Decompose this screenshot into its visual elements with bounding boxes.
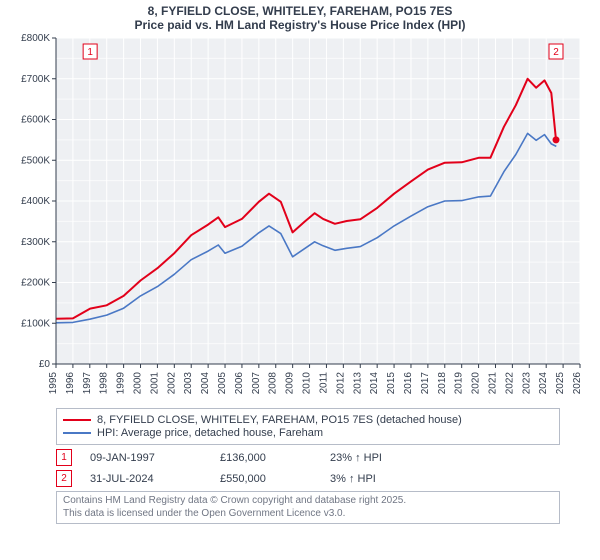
svg-text:2005: 2005	[217, 372, 228, 395]
svg-text:£800K: £800K	[21, 34, 50, 44]
svg-text:2: 2	[553, 47, 559, 58]
svg-text:2012: 2012	[335, 372, 346, 395]
svg-text:2009: 2009	[285, 372, 296, 395]
svg-text:2015: 2015	[386, 372, 397, 395]
chart-plot: £0 £100K £200K £300K £400K £500K £600K £700K £80…	[0, 34, 600, 404]
marker-table: 1 09-JAN-1997 £136,000 23% ↑ HPI 2 31-JU…	[56, 449, 560, 487]
svg-text:1998: 1998	[99, 372, 110, 395]
svg-text:2021: 2021	[487, 372, 498, 395]
title-line-2: Price paid vs. HM Land Registry's House …	[0, 18, 600, 32]
svg-text:2026: 2026	[572, 372, 583, 395]
attribution-footer: Contains HM Land Registry data © Crown c…	[56, 491, 560, 524]
svg-text:£100K: £100K	[21, 318, 50, 329]
title-line-1: 8, FYFIELD CLOSE, WHITELEY, FAREHAM, PO1…	[0, 4, 600, 18]
svg-text:2022: 2022	[504, 372, 515, 395]
legend-swatch-1	[63, 419, 91, 421]
svg-text:2001: 2001	[149, 372, 160, 395]
svg-text:2013: 2013	[352, 372, 363, 395]
svg-text:2025: 2025	[555, 372, 566, 395]
svg-text:1: 1	[87, 47, 93, 58]
svg-text:2018: 2018	[437, 372, 448, 395]
marker-badge-2: 2	[56, 470, 72, 487]
legend-row-2: HPI: Average price, detached house, Fare…	[63, 427, 553, 439]
legend-swatch-2	[63, 432, 91, 434]
marker-date-2: 31-JUL-2024	[90, 473, 220, 485]
svg-text:2017: 2017	[420, 372, 431, 395]
legend-label-1: 8, FYFIELD CLOSE, WHITELEY, FAREHAM, PO1…	[97, 414, 462, 426]
svg-text:£500K: £500K	[21, 155, 50, 166]
svg-text:£600K: £600K	[21, 115, 50, 126]
legend-label-2: HPI: Average price, detached house, Fare…	[97, 427, 323, 439]
marker-price-2: £550,000	[220, 473, 330, 485]
marker-badge-1: 1	[56, 449, 72, 466]
svg-text:2019: 2019	[454, 372, 465, 395]
svg-text:2008: 2008	[268, 372, 279, 395]
marker-date-1: 09-JAN-1997	[90, 452, 220, 464]
svg-text:2014: 2014	[369, 372, 380, 395]
svg-text:£300K: £300K	[21, 237, 50, 248]
svg-text:2007: 2007	[251, 372, 262, 395]
chart-title-block: 8, FYFIELD CLOSE, WHITELEY, FAREHAM, PO1…	[0, 0, 600, 34]
svg-text:£400K: £400K	[21, 196, 50, 207]
footer-line-2: This data is licensed under the Open Gov…	[63, 508, 553, 521]
svg-text:1999: 1999	[116, 372, 127, 395]
svg-text:2006: 2006	[234, 372, 245, 395]
svg-text:2002: 2002	[166, 372, 177, 395]
svg-text:2011: 2011	[318, 372, 329, 394]
svg-text:2004: 2004	[200, 372, 211, 395]
svg-text:2000: 2000	[133, 372, 144, 395]
marker-delta-1: 23% ↑ HPI	[330, 452, 430, 464]
footer-line-1: Contains HM Land Registry data © Crown c…	[63, 495, 553, 508]
svg-text:2010: 2010	[302, 372, 313, 395]
marker-price-1: £136,000	[220, 452, 330, 464]
svg-text:1996: 1996	[65, 372, 76, 395]
svg-text:2016: 2016	[403, 372, 414, 395]
svg-text:1995: 1995	[48, 372, 59, 395]
legend-row-1: 8, FYFIELD CLOSE, WHITELEY, FAREHAM, PO1…	[63, 414, 553, 426]
svg-text:2023: 2023	[521, 372, 532, 395]
marker-delta-2: 3% ↑ HPI	[330, 473, 430, 485]
svg-text:2024: 2024	[538, 372, 549, 395]
chart-svg: £0 £100K £200K £300K £400K £500K £600K £700K £80…	[0, 34, 600, 404]
svg-text:£0: £0	[39, 359, 51, 370]
svg-text:2003: 2003	[183, 372, 194, 395]
svg-text:£700K: £700K	[21, 74, 50, 85]
svg-text:1997: 1997	[82, 372, 93, 395]
legend: 8, FYFIELD CLOSE, WHITELEY, FAREHAM, PO1…	[56, 408, 560, 445]
svg-text:£200K: £200K	[21, 278, 50, 289]
svg-text:2020: 2020	[471, 372, 482, 395]
